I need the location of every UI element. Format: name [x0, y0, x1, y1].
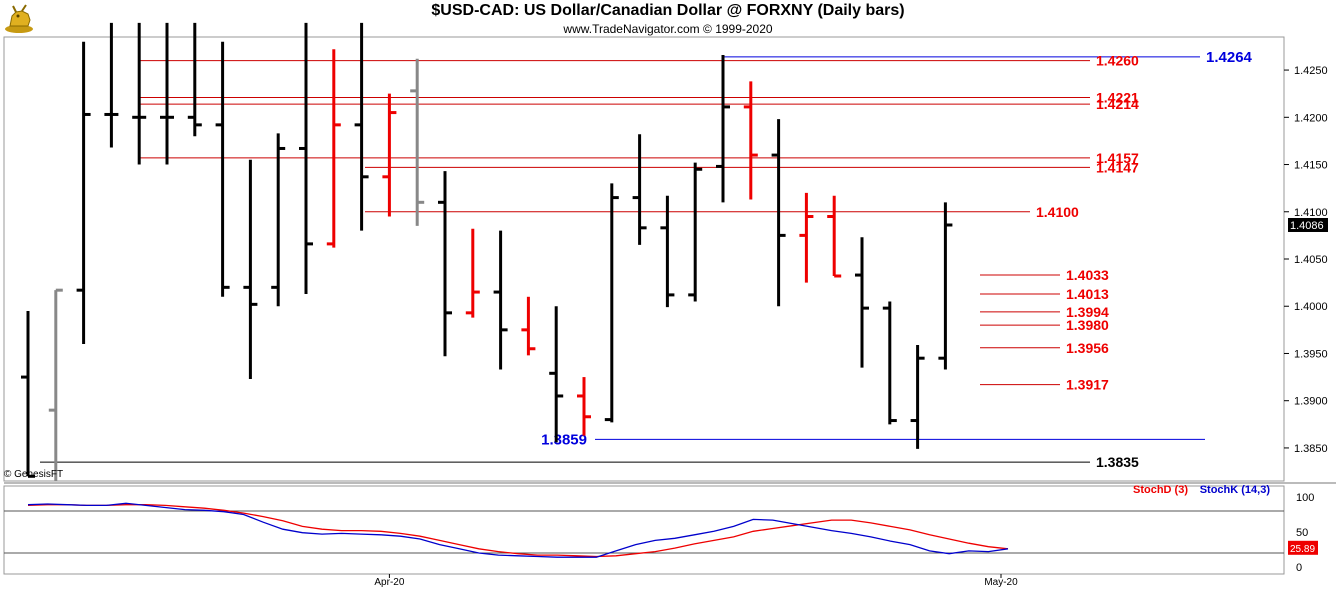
y-tick-label: 1.3850: [1294, 443, 1328, 455]
ohlc-bar: [48, 288, 63, 481]
ohlc-bar: [827, 195, 842, 278]
chart-title: $USD-CAD: US Dollar/Canadian Dollar @ FO…: [431, 2, 905, 19]
price-axis: 1.3850 1.3900 1.3950 1.4000 1.4050 1.4100 1.41…: [1284, 65, 1328, 455]
ohlc-bar: [771, 119, 786, 307]
stochD-label: StochD (3): [1133, 484, 1188, 496]
y-tick-label: 1.3950: [1294, 348, 1328, 360]
stoch-tick-label: 0: [1296, 562, 1302, 574]
ohlc-bar: [243, 159, 258, 379]
price-bars: [21, 22, 953, 481]
level-label: 1.4033: [1066, 267, 1109, 283]
level-label: 1.4013: [1066, 286, 1109, 302]
level-label: 1.4214: [1096, 96, 1139, 112]
ohlc-bar: [21, 310, 35, 478]
chart-subtitle: www.TradeNavigator.com © 1999-2020: [563, 22, 773, 36]
ohlc-bar: [521, 296, 536, 356]
chart-frame: [3, 36, 1336, 575]
x-tick-label: May-20: [984, 577, 1018, 588]
y-tick-label: 1.4250: [1294, 65, 1328, 77]
ohlc-bar: [938, 202, 953, 370]
y-tick-label: 1.4100: [1294, 207, 1328, 219]
ohlc-bar: [438, 171, 452, 357]
ohlc-bar: [299, 22, 313, 294]
ohlc-bar: [132, 22, 147, 165]
level-label: 1.3994: [1066, 304, 1109, 320]
copyright-label: © GenesisFT: [4, 469, 63, 480]
x-tick-label: Apr-20: [374, 577, 404, 588]
stochD-line: [27, 504, 1009, 558]
level-label: 1.4264: [1206, 49, 1253, 66]
last-price-label: 1.4086: [1290, 220, 1324, 232]
ohlc-bar: [187, 22, 202, 137]
y-tick-label: 1.4050: [1294, 254, 1328, 266]
ohlc-bar: [354, 22, 369, 231]
ohlc-bar: [549, 306, 564, 443]
ohlc-bar: [604, 183, 619, 423]
y-tick-label: 1.4150: [1294, 160, 1328, 172]
level-label: 1.4157: [1096, 150, 1139, 166]
level-label: 1.3859: [541, 431, 587, 448]
ohlc-bar: [660, 195, 675, 308]
ohlc-bar: [76, 41, 91, 345]
price-panel-border: [3, 36, 1285, 482]
ohlc-bar: [716, 54, 730, 203]
ohlc-bar: [465, 228, 480, 318]
last-price-box: [1288, 217, 1328, 232]
ohlc-bar: [632, 134, 647, 245]
ohlc-bar: [215, 41, 230, 297]
stoch-last-label: 25.89: [1290, 544, 1315, 555]
ohlc-bar: [382, 93, 397, 217]
ohlc-bar: [882, 301, 897, 425]
stoch-panel-border: [3, 485, 1285, 575]
stoch-tick-label: 50: [1296, 527, 1308, 539]
level-label: 1.3917: [1066, 377, 1109, 393]
ohlc-bar: [577, 377, 591, 436]
stoch-tick-label: 100: [1296, 492, 1314, 504]
ohlc-bar: [743, 81, 758, 200]
ohlc-bar: [326, 49, 341, 248]
ohlc-bar: [160, 22, 174, 165]
ohlc-bar: [271, 133, 286, 307]
ohlc-bar: [910, 344, 925, 449]
level-label: 1.3980: [1066, 317, 1109, 333]
y-tick-label: 1.4200: [1294, 112, 1328, 124]
y-tick-label: 1.3900: [1294, 396, 1328, 408]
ohlc-bar: [410, 58, 425, 226]
stoch-last-box: [1288, 540, 1318, 555]
stochK-label: StochK (14,3): [1200, 484, 1271, 496]
ohlc-bar: [688, 162, 703, 302]
chart-header: $USD-CAD: US Dollar/Canadian Dollar @ FO…: [0, 0, 1336, 40]
date-axis: Apr-20 May-20: [374, 574, 1018, 588]
level-label: 1.4260: [1096, 53, 1139, 69]
stochastic-panel: 100 50 0 StochD (3) StochK (14,3) 25.89: [4, 484, 1318, 574]
gold-bull-logo-icon: [2, 2, 36, 34]
level-label: 1.4221: [1096, 89, 1139, 105]
ohlc-bar: [799, 192, 814, 283]
level-label: 1.4100: [1036, 204, 1079, 220]
level-label: 1.4147: [1096, 159, 1139, 175]
level-label: 1.3956: [1066, 340, 1109, 356]
ohlc-bar: [104, 22, 119, 148]
level-label: 1.3835: [1096, 454, 1139, 470]
ohlc-bar: [493, 230, 508, 370]
y-tick-label: 1.4000: [1294, 301, 1328, 313]
stochK-line: [27, 502, 1009, 558]
ohlc-bar: [855, 237, 869, 368]
